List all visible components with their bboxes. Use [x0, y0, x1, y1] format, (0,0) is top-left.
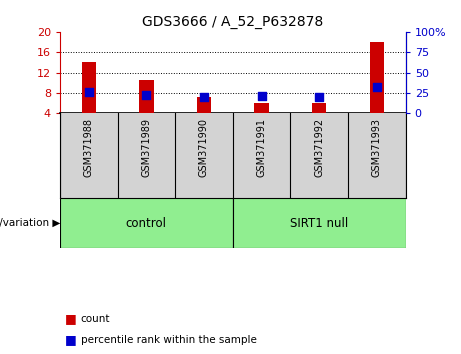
Point	[85, 89, 92, 95]
Text: GSM371991: GSM371991	[257, 118, 266, 177]
Text: GSM371992: GSM371992	[314, 118, 324, 177]
Text: genotype/variation ▶: genotype/variation ▶	[0, 218, 60, 228]
Bar	[254, 103, 269, 113]
Text: ■: ■	[65, 312, 76, 325]
Point	[142, 92, 150, 98]
Bar	[370, 42, 384, 113]
Text: percentile rank within the sample: percentile rank within the sample	[81, 335, 257, 345]
Point	[258, 93, 266, 99]
Bar	[197, 97, 211, 113]
Bar	[312, 103, 326, 113]
Text: ■: ■	[65, 333, 76, 346]
Bar	[233, 198, 406, 248]
Text: SIRT1 null: SIRT1 null	[290, 217, 349, 229]
Point	[200, 94, 207, 100]
Bar	[139, 80, 154, 113]
Text: GSM371989: GSM371989	[142, 118, 151, 177]
Bar	[60, 198, 233, 248]
Text: count: count	[81, 314, 110, 324]
Text: GSM371990: GSM371990	[199, 118, 209, 177]
Point	[315, 94, 323, 100]
Point	[373, 84, 381, 90]
Text: control: control	[126, 217, 167, 229]
Bar	[82, 62, 96, 113]
Text: GSM371993: GSM371993	[372, 118, 382, 177]
Title: GDS3666 / A_52_P632878: GDS3666 / A_52_P632878	[142, 16, 324, 29]
Text: GSM371988: GSM371988	[84, 118, 94, 177]
